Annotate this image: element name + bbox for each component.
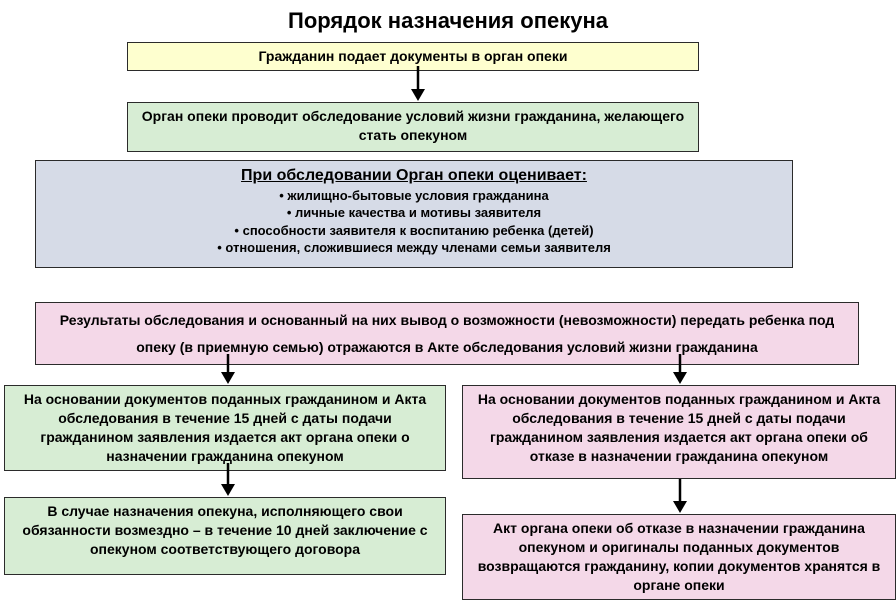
title-text: Порядок назначения опекуна xyxy=(288,8,608,33)
evaluation-bullet-item: • личные качества и мотивы заявителя xyxy=(44,204,784,222)
evaluation-bullets: • жилищно-бытовые условия гражданина• ли… xyxy=(44,187,784,257)
evaluation-bullet-item: • отношения, сложившиеся между членами с… xyxy=(44,239,784,257)
step-text: На основании документов поданных граждан… xyxy=(478,391,880,464)
flow-arrow-icon xyxy=(670,479,690,514)
step-results-act: Результаты обследования и основанный на … xyxy=(35,302,859,365)
step-text: Орган опеки проводит обследование услови… xyxy=(142,108,684,143)
evaluation-bullet-item: • способности заявителя к воспитанию реб… xyxy=(44,222,784,240)
page-title: Порядок назначения опекуна xyxy=(0,0,896,40)
step-return-documents: Акт органа опеки об отказе в назначении … xyxy=(462,514,896,600)
evaluation-bullet-item: • жилищно-бытовые условия гражданина xyxy=(44,187,784,205)
evaluation-heading: При обследовании Орган опеки оценивает: xyxy=(44,165,784,187)
flow-arrow-icon xyxy=(670,354,690,385)
step-evaluation-criteria: При обследовании Орган опеки оценивает: … xyxy=(35,160,793,268)
step-text: Акт органа опеки об отказе в назначении … xyxy=(478,520,881,593)
step-text: Результаты обследования и основанный на … xyxy=(60,312,835,355)
flow-arrow-icon xyxy=(218,463,238,497)
step-text: На основании документов поданных граждан… xyxy=(24,391,426,464)
flow-arrow-icon xyxy=(218,354,238,385)
step-text: Гражданин подает документы в орган опеки xyxy=(259,48,568,64)
flow-arrow-icon xyxy=(408,66,428,102)
step-contract: В случае назначения опекуна, исполняющег… xyxy=(4,497,446,575)
step-approval-act: На основании документов поданных граждан… xyxy=(4,385,446,471)
step-text: В случае назначения опекуна, исполняющег… xyxy=(22,503,427,557)
step-inspection: Орган опеки проводит обследование услови… xyxy=(127,102,699,152)
step-refusal-act: На основании документов поданных граждан… xyxy=(462,385,896,479)
